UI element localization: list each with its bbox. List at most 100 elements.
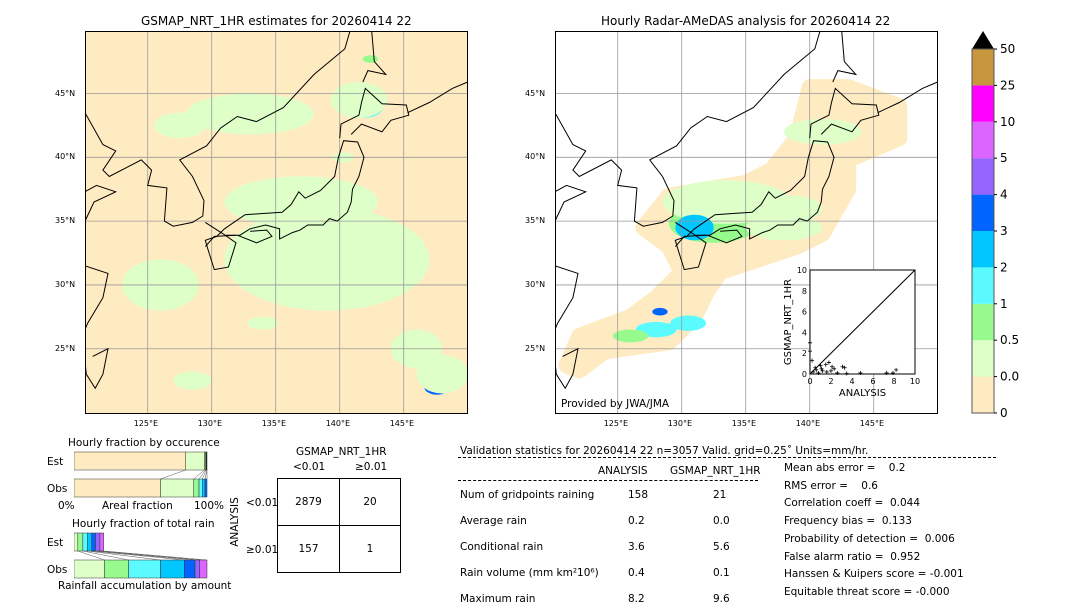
colorbar-tick-label: 3 [1000, 224, 1008, 238]
cell-hit: 1 [339, 525, 401, 573]
coastline [555, 265, 579, 330]
est-bar-segment [95, 532, 101, 552]
cell-miss: 157 [277, 525, 340, 573]
scatter-point [808, 340, 812, 345]
scatter-point [842, 365, 847, 370]
one-to-one-line [809, 269, 916, 375]
est-bar-segment [82, 532, 88, 552]
y-tick-label: 6 [802, 308, 807, 317]
coastline [555, 347, 579, 390]
scatter-point [844, 371, 849, 376]
coastline [809, 87, 880, 139]
connector-line [77, 550, 105, 561]
right-map-title: Hourly Radar-AMeDAS analysis for 2026041… [601, 14, 891, 28]
rain-area [362, 55, 379, 63]
y-tick-label: 0 [802, 370, 807, 379]
obs-bar-segment [202, 478, 206, 498]
stat-row-label: Num of gridpoints raining [460, 489, 595, 501]
y-tick-label: 4 [802, 328, 807, 337]
colorbar-tick-label: 0 [1000, 406, 1008, 420]
occ-xlabel: Areal fraction [102, 500, 173, 512]
colorbar-segment [972, 303, 994, 341]
obs-bar-segment [199, 559, 208, 579]
est-bar-segment [74, 451, 186, 471]
row-axis-label: ANALYSIS [228, 497, 241, 547]
scatter-point [894, 367, 899, 372]
obs-bar-segment [160, 478, 194, 498]
map-frame [85, 31, 468, 414]
score-line: Hanssen & Kuipers score = -0.001 [784, 568, 964, 581]
y-tick-label: 8 [802, 287, 807, 296]
col-label-1: ≥0.01 [355, 461, 388, 473]
stat-row-gsmap: 0.0 [713, 515, 730, 527]
coastline [555, 31, 821, 227]
colorbar-tick-label: 25 [1000, 78, 1015, 92]
stats-col-gsmap: GSMAP_NRT_1HR [670, 465, 761, 477]
score-line: Probability of detection = 0.006 [784, 532, 955, 545]
est-bar-segment [87, 532, 92, 552]
stat-row-label: Maximum rain [460, 593, 536, 605]
x-tick-label: 8 [891, 377, 896, 386]
lat-tick-label: 25°N [55, 343, 76, 353]
rain-title: Hourly fraction of total rain [72, 518, 215, 530]
colorbar-segment [972, 85, 994, 122]
obs-bar-segment [128, 559, 161, 579]
rain-area [675, 214, 714, 241]
scatter-point [830, 364, 835, 369]
scatter-point [823, 362, 828, 367]
colorbar-tick-label: 2 [1000, 260, 1008, 274]
scatter-point [890, 370, 895, 375]
obs-bar-segment [193, 478, 200, 498]
lon-tick-label: 140°E [795, 419, 821, 428]
rain-area [758, 195, 823, 222]
occ-x-right: 100% [194, 500, 225, 512]
colorbar-tick-label: 0.5 [1000, 333, 1019, 347]
colorbar-tick-label: 1 [1000, 297, 1008, 311]
coastline [362, 31, 388, 83]
lon-tick-label: 145°E [389, 419, 415, 428]
x-tick-label: 4 [849, 377, 854, 386]
colorbar-extend-arrow [972, 31, 994, 49]
x-tick-label: 6 [870, 377, 875, 386]
lon-tick-label: 145°E [859, 419, 885, 428]
scatter-point [820, 368, 825, 373]
lon-tick-label: 140°E [325, 419, 351, 428]
y-axis-label: GSMAP_NRT_1HR [783, 279, 794, 365]
coastline [832, 31, 858, 83]
lat-tick-label: 40°N [525, 152, 546, 162]
rain-area [330, 81, 388, 118]
colorbar-tick-label: 4 [1000, 188, 1008, 202]
stat-row-analysis: 0.4 [628, 567, 645, 579]
obs-bar-segment [160, 559, 185, 579]
scatter-point [840, 364, 845, 369]
lon-tick-label: 125°E [603, 419, 629, 428]
rain-obs-label: Obs [47, 564, 68, 576]
est-bar-segment [74, 532, 79, 552]
x-tick-label: 10 [910, 377, 920, 386]
lon-tick-label: 130°E [667, 419, 693, 428]
lon-tick-label: 135°E [261, 419, 287, 428]
row-label-0: <0.01 [246, 497, 279, 509]
stat-row-analysis: 8.2 [628, 593, 645, 605]
lon-tick-label: 125°E [133, 419, 159, 428]
cell-false-alarm: 20 [339, 478, 401, 526]
colorbar: 0 0.01 0.5 1 2 3 4 5 10 25 50 [971, 31, 1020, 420]
coastline [85, 184, 118, 222]
rain-area [612, 329, 649, 343]
scatter-point [818, 363, 823, 368]
colorbar-segment [972, 121, 994, 159]
y-tick-label: 10 [797, 266, 807, 275]
est-bar-segment [77, 532, 84, 552]
stats-col-divider [458, 480, 758, 481]
lon-tick-label: 130°E [197, 419, 223, 428]
scatter-point [829, 368, 833, 373]
scatter-point [811, 369, 816, 374]
colorbar-segment [972, 158, 994, 195]
score-line: Mean abs error = 0.2 [784, 462, 906, 474]
scatter-inset: 00 2 2 4 4 6 6 8 8 10 10 ANALYSIS GSMAP_NRT_1HR [783, 266, 920, 399]
coastline [204, 234, 237, 247]
x-tick-label: 2 [828, 377, 833, 386]
colorbar-tick-label: 50 [1000, 42, 1015, 56]
lat-tick-label: 40°N [55, 152, 76, 162]
rain-area [784, 119, 861, 145]
